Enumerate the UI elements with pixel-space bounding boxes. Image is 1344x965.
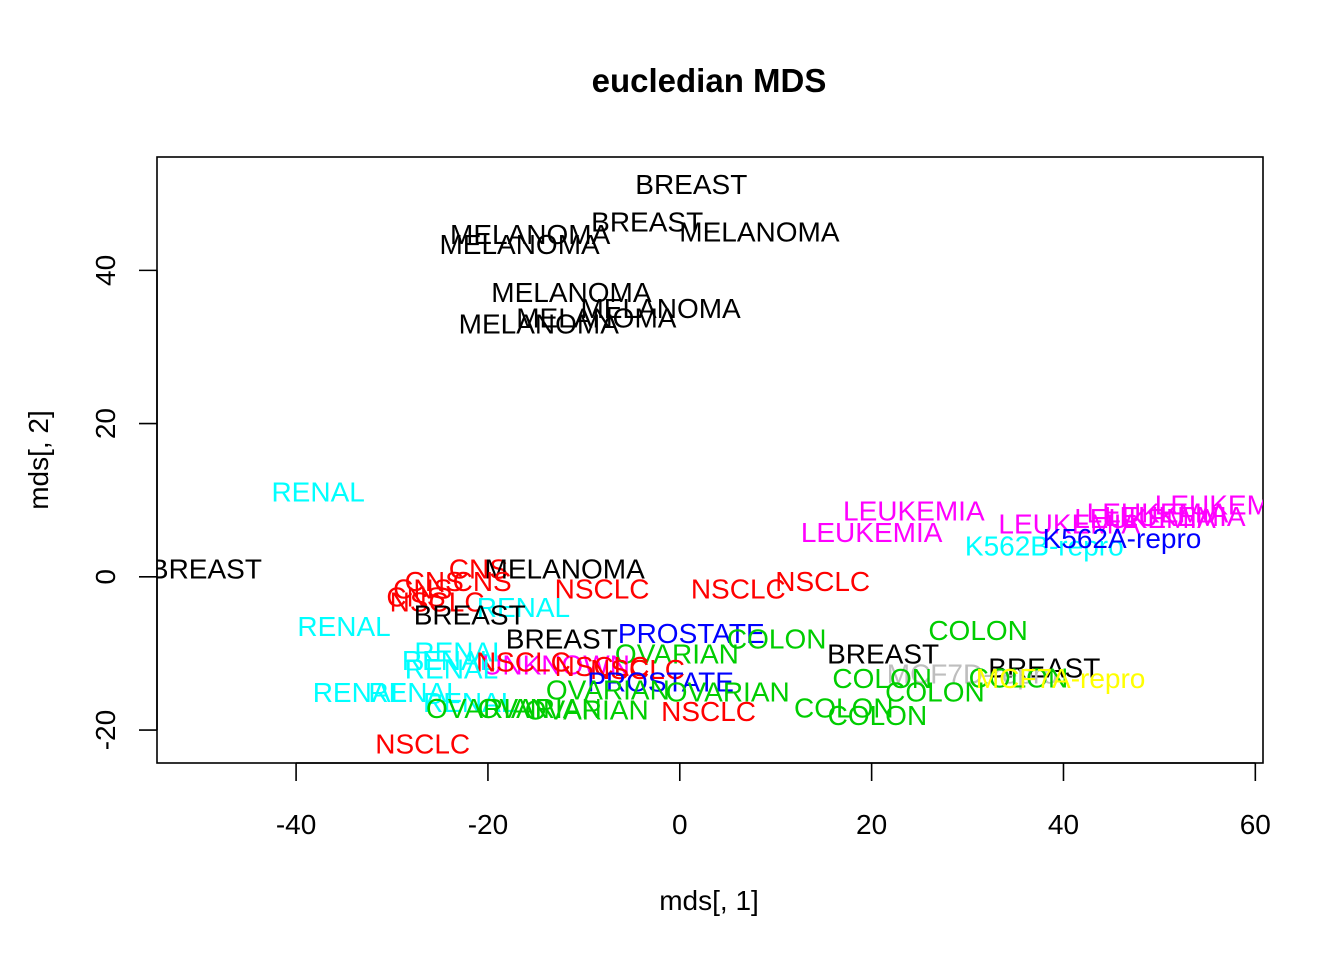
point-label-leukemia: LEUKEMIA bbox=[998, 508, 1140, 539]
chart-title: eucledian MDS bbox=[592, 62, 827, 99]
point-label-leukemia: LEUKEMIA bbox=[801, 517, 943, 548]
point-label-nsclc: NSCLC bbox=[590, 654, 685, 685]
point-label-ovarian: OVARIAN bbox=[478, 693, 602, 724]
point-label-cns: CNS bbox=[449, 554, 508, 585]
point-label-renal: RENAL bbox=[368, 677, 461, 708]
point-label-colon: COLON bbox=[928, 615, 1028, 646]
x-tick-label: 0 bbox=[672, 809, 688, 840]
x-tick-label: 20 bbox=[856, 809, 887, 840]
x-tick-label: 40 bbox=[1048, 809, 1079, 840]
point-label-k562b-repro: K562B-repro bbox=[965, 531, 1124, 562]
point-label-nsclc: NSCLC bbox=[390, 587, 485, 618]
point-label-mcf7d-repro: MCF7D-repro bbox=[887, 659, 1058, 690]
point-label-ovarian: OVARIAN bbox=[525, 695, 649, 726]
point-label-leukemia: LEUKEMIA bbox=[1104, 501, 1246, 532]
point-label-colon: COLON bbox=[885, 676, 985, 707]
point-label-cns: CNS bbox=[405, 566, 464, 597]
point-label-colon: COLON bbox=[832, 663, 932, 694]
point-label-breast: BREAST bbox=[591, 207, 703, 238]
x-axis: -40 -20 0 20 40 60 bbox=[276, 762, 1271, 840]
x-tick-label: -20 bbox=[468, 809, 508, 840]
point-label-colon: COLON bbox=[727, 623, 827, 654]
point-label-renal: RENAL bbox=[313, 677, 406, 708]
y-tick-label: 20 bbox=[90, 408, 121, 439]
y-tick-label: 0 bbox=[90, 569, 121, 585]
point-label-cns: CNS bbox=[393, 574, 452, 605]
point-label-renal: RENAL bbox=[402, 645, 495, 676]
point-label-nsclc: NSCLC bbox=[661, 696, 756, 727]
point-label-nsclc: NSCLC bbox=[555, 651, 650, 682]
point-label-breast: BREAST bbox=[414, 600, 526, 631]
point-label-mcf7a-repro: MCF7A-repro bbox=[976, 663, 1146, 694]
point-label-leukemia: LEUKEMIA bbox=[1074, 503, 1216, 534]
point-label-breast: BREAST bbox=[635, 169, 747, 200]
point-label-renal: RENAL bbox=[297, 611, 390, 642]
y-tick-label: -20 bbox=[90, 710, 121, 750]
point-label-renal: RENAL bbox=[414, 636, 507, 667]
point-labels: BREASTBREASTMELANOMAMELANOMAMELANOMAMELA… bbox=[150, 169, 1297, 759]
point-label-ovarian: OVARIAN bbox=[546, 675, 670, 706]
point-label-ovarian: OVARIAN bbox=[615, 639, 739, 670]
x-axis-label: mds[, 1] bbox=[659, 885, 759, 916]
point-label-melanoma: MELANOMA bbox=[516, 302, 677, 333]
point-label-renal: RENAL bbox=[423, 687, 516, 718]
point-label-nsclc: NSCLC bbox=[691, 574, 786, 605]
point-label-colon: COLON bbox=[794, 692, 894, 723]
y-axis-label: mds[, 2] bbox=[23, 410, 54, 510]
point-label-prostate: PROSTATE bbox=[618, 618, 765, 649]
point-label-leukemia: LEUKEMIA bbox=[843, 495, 985, 526]
point-label-melanoma: MELANOMA bbox=[450, 219, 611, 250]
point-label-melanoma: MELANOMA bbox=[679, 217, 840, 248]
point-label-melanoma: MELANOMA bbox=[580, 293, 741, 324]
point-label-melanoma: MELANOMA bbox=[485, 554, 646, 585]
y-tick-label: 40 bbox=[90, 255, 121, 286]
point-label-leukemia: LEUKEMIA bbox=[1155, 489, 1297, 520]
point-label-colon: COLON bbox=[828, 700, 928, 731]
point-label-unknown: UNKNOWN bbox=[482, 649, 630, 680]
x-tick-label: 60 bbox=[1240, 809, 1271, 840]
point-label-nsclc: NSCLC bbox=[476, 646, 571, 677]
point-label-breast: BREAST bbox=[988, 653, 1100, 684]
point-label-breast: BREAST bbox=[150, 554, 262, 585]
point-label-nsclc: NSCLC bbox=[555, 574, 650, 605]
point-label-ovarian: OVARIAN bbox=[426, 693, 550, 724]
x-tick-label: -40 bbox=[276, 809, 316, 840]
point-label-nsclc: NSCLC bbox=[375, 728, 470, 759]
point-label-breast: BREAST bbox=[827, 639, 939, 670]
point-label-cns: CNS bbox=[386, 581, 445, 612]
point-label-k562a-repro: K562A-repro bbox=[1043, 523, 1202, 554]
point-label-prostate: PROSTATE bbox=[587, 666, 734, 697]
point-label-melanoma: MELANOMA bbox=[439, 229, 600, 260]
point-label-ovarian: OVARIAN bbox=[666, 676, 790, 707]
point-label-renal: RENAL bbox=[477, 592, 570, 623]
point-label-nsclc: NSCLC bbox=[775, 566, 870, 597]
point-label-melanoma: MELANOMA bbox=[491, 277, 652, 308]
point-label-renal: RENAL bbox=[405, 653, 498, 684]
point-label-cns: CNS bbox=[453, 566, 512, 597]
point-label-breast: BREAST bbox=[506, 623, 618, 654]
point-label-melanoma: MELANOMA bbox=[459, 309, 620, 340]
point-label-leukemia: LEUKEMIA bbox=[1087, 498, 1229, 529]
point-label-renal: RENAL bbox=[271, 476, 364, 507]
point-label-colon: COLON bbox=[969, 662, 1069, 693]
y-axis: -20 0 20 40 bbox=[90, 255, 158, 750]
